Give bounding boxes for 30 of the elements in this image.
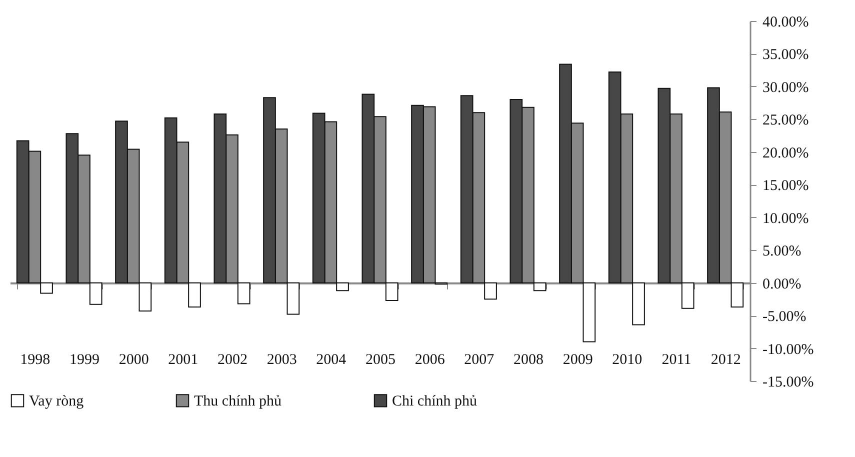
- x-tick-label: 2010: [612, 352, 642, 368]
- y-tick-label: 35.00%: [762, 47, 809, 64]
- legend-label: Thu chính phủ: [194, 394, 282, 410]
- y-tick-label: 20.00%: [762, 145, 809, 162]
- x-tick-label: 2008: [514, 352, 544, 368]
- y-tick-label: 15.00%: [762, 178, 809, 194]
- y-tick-label: 0.00%: [762, 276, 802, 292]
- x-tick-label: 1998: [20, 352, 50, 368]
- y-tick-label: -15.00%: [762, 374, 814, 390]
- x-tick-label: 2005: [366, 352, 396, 368]
- x-tick-label: 2002: [218, 352, 248, 368]
- x-tick-label: 2003: [266, 352, 297, 368]
- x-tick-label: 2001: [168, 352, 198, 368]
- y-tick-label: 40.00%: [762, 14, 809, 30]
- x-tick-label: 2004: [316, 352, 347, 368]
- y-tick-label: 10.00%: [762, 210, 809, 227]
- x-tick-label: 2011: [662, 352, 692, 368]
- x-tick-label: 2007: [464, 352, 495, 368]
- y-tick-label: 30.00%: [762, 80, 809, 96]
- x-tick-label: 2009: [562, 352, 593, 368]
- legend-label: Vay ròng: [29, 394, 84, 410]
- y-tick-label: -10.00%: [762, 342, 814, 358]
- legend-label: Chi chính phủ: [392, 394, 478, 410]
- x-tick-label: 2012: [710, 352, 741, 368]
- y-tick-label: 25.00%: [762, 112, 809, 129]
- x-tick-label: 2000: [118, 352, 149, 368]
- y-tick-label: 5.00%: [762, 244, 802, 260]
- y-tick-label: -5.00%: [762, 309, 806, 326]
- x-tick-label: 1999: [70, 352, 100, 368]
- x-tick-label: 2006: [414, 352, 446, 368]
